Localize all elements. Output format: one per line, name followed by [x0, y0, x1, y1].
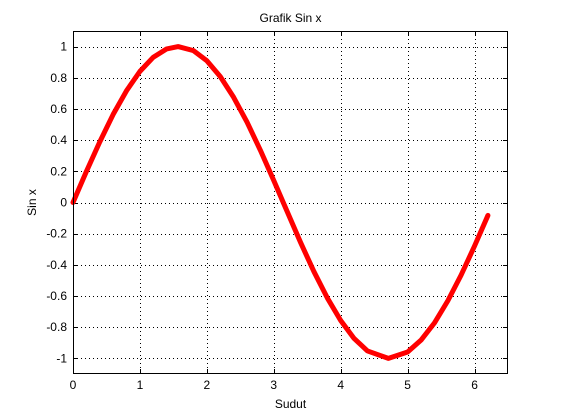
y-tick-label: 0.2	[50, 164, 67, 178]
x-tick-label: 6	[471, 378, 478, 392]
x-tick-label: 0	[70, 378, 77, 392]
plot-frame	[73, 31, 508, 374]
y-tick-label: 0.6	[50, 102, 67, 116]
x-tick-label: 5	[404, 378, 411, 392]
y-tick-label: 0.8	[50, 71, 67, 85]
x-tick-label: 3	[270, 378, 277, 392]
grid-lines	[73, 31, 508, 374]
series-line	[70, 44, 491, 361]
x-axis-label: Sudut	[275, 397, 307, 411]
plot-area	[73, 31, 508, 374]
chart-title: Grafik Sin x	[259, 11, 321, 25]
x-tick-label: 2	[204, 378, 211, 392]
y-tick-label: -0.8	[46, 320, 67, 334]
y-tick-label: -1	[56, 351, 67, 365]
tick-labels: 0 1 2 3 4 5 6 -1 -0.8 -0.6 -0.4 -0.2 0 0.2 0.4 0.6 0.8 1	[46, 40, 478, 392]
y-tick-label: -0.2	[46, 227, 67, 241]
y-axis-label: Sin x	[25, 189, 39, 216]
y-tick-label: -0.6	[46, 289, 67, 303]
series-group	[70, 44, 491, 361]
x-tick-label: 1	[137, 378, 144, 392]
y-tick-label: -0.4	[46, 258, 67, 272]
y-tick-label: 0.4	[50, 133, 67, 147]
x-tick-label: 4	[337, 378, 344, 392]
y-tick-label: 0	[60, 196, 67, 210]
y-tick-label: 1	[60, 40, 67, 54]
